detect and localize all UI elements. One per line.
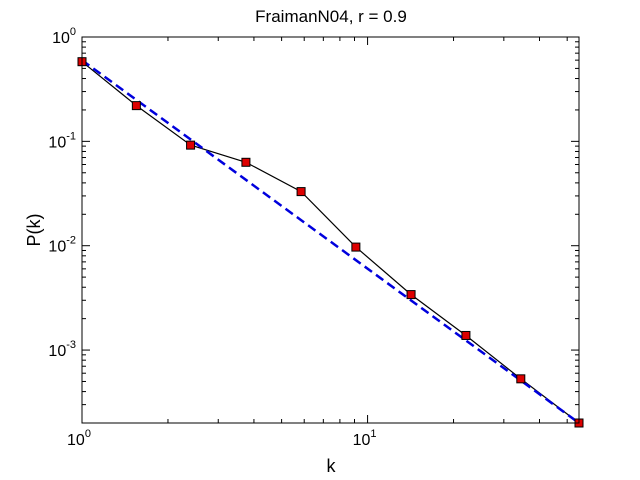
x-tick-label: 101	[353, 428, 377, 449]
y-tick-label: 10-2	[48, 235, 76, 256]
x-axis-label: k	[327, 456, 337, 476]
ticks-layer: 100 101 100 10-1 10-2 10-3	[48, 26, 579, 449]
y-tick-label: 100	[52, 26, 76, 47]
series-layer	[77, 57, 584, 428]
x-tick-label: 100	[67, 428, 91, 449]
data-point-marker	[516, 374, 526, 384]
data-point-marker	[406, 290, 416, 300]
data-point-marker	[186, 140, 196, 150]
data-point-marker	[296, 187, 306, 197]
data-point-marker	[351, 242, 361, 252]
y-axis-label: P(k)	[24, 214, 44, 247]
y-tick-label: 10-1	[48, 130, 76, 151]
data-point-marker	[461, 330, 471, 340]
fit-line-dashed	[81, 59, 580, 425]
y-tick-label: 10-3	[48, 339, 76, 360]
chart-title: FraimanN04, r = 0.9	[255, 7, 407, 26]
data-point-marker	[241, 157, 251, 167]
data-point-marker	[131, 101, 141, 111]
plot-frame	[81, 36, 580, 424]
data-line	[81, 61, 580, 424]
